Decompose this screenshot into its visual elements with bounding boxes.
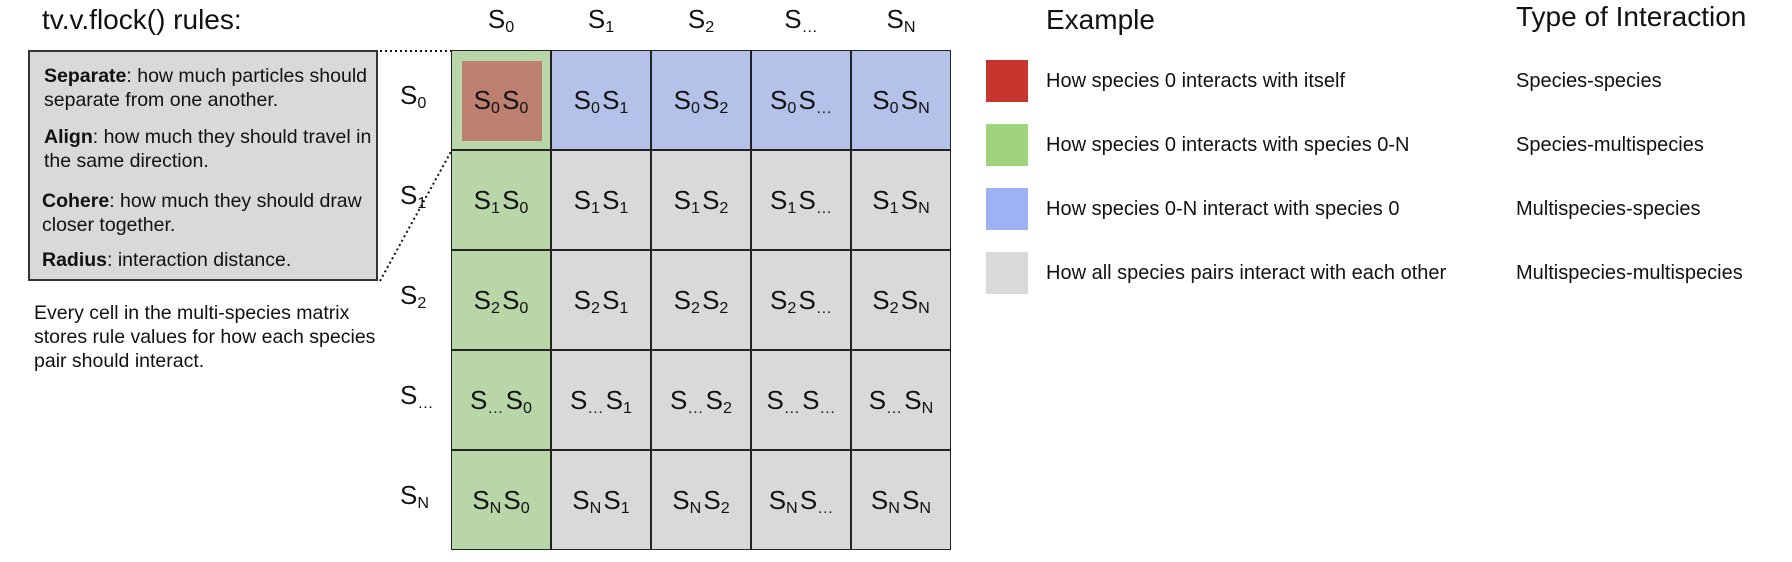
species-pair-label: S1 S2 bbox=[673, 184, 729, 217]
legend-swatch-green bbox=[986, 124, 1028, 166]
rule-name: Align bbox=[44, 126, 93, 148]
column-header-2: S2 bbox=[687, 4, 715, 37]
species-pair-label: S… SN bbox=[868, 384, 934, 417]
species-pair-label: S0 S2 bbox=[673, 84, 729, 117]
rule-name: Radius bbox=[42, 249, 108, 271]
matrix-cell-3-0: S… S0 bbox=[451, 350, 551, 450]
species-pair-label: S0 S1 bbox=[573, 84, 629, 117]
rules-box: Separate: how much particles should sepa… bbox=[28, 50, 378, 281]
row-header-0: S0 bbox=[400, 80, 427, 113]
species-matrix: S0 S0 S0 S1 S0 S2 S0 S… S0 SN S1 S0 S1 S1 S1 S2… bbox=[451, 50, 951, 550]
legend-item-text: How all species pairs interact with each… bbox=[1046, 262, 1447, 284]
matrix-cell-2-3: S2 S… bbox=[751, 250, 851, 350]
matrix-cell-4-0: SN S0 bbox=[451, 450, 551, 550]
legend-item-type: Species-species bbox=[1516, 70, 1662, 92]
matrix-cell-2-2: S2 S2 bbox=[651, 250, 751, 350]
species-pair-label: S0 S0 bbox=[473, 84, 529, 117]
matrix-cell-0-2: S0 S2 bbox=[651, 50, 751, 150]
species-pair-label: S2 S0 bbox=[473, 284, 529, 317]
matrix-cell-0-3: S0 S… bbox=[751, 50, 851, 150]
species-pair-label: SN S… bbox=[768, 484, 834, 517]
species-pair-label: SN S0 bbox=[472, 484, 530, 517]
matrix-cell-0-0: S0 S0 bbox=[451, 50, 551, 150]
row-header-1: S1 bbox=[400, 180, 427, 213]
matrix-cell-3-3: S… S… bbox=[751, 350, 851, 450]
legend-item-type: Species-multispecies bbox=[1516, 134, 1704, 156]
species-pair-label: SN SN bbox=[870, 484, 932, 517]
matrix-cell-0-1: S0 S1 bbox=[551, 50, 651, 150]
rule-radius: Radius: interaction distance. bbox=[42, 248, 377, 272]
row-header-4: SN bbox=[400, 480, 429, 513]
legend-swatch-gray bbox=[986, 252, 1028, 294]
species-pair-label: S… S2 bbox=[670, 384, 732, 417]
connector-bottom bbox=[379, 147, 454, 282]
matrix-cell-2-0: S2 S0 bbox=[451, 250, 551, 350]
legend-item-text: How species 0 interacts with species 0-N bbox=[1046, 134, 1410, 156]
species-pair-label: S1 S… bbox=[770, 184, 832, 217]
legend-swatch-red bbox=[986, 60, 1028, 102]
species-pair-label: S1 SN bbox=[872, 184, 930, 217]
legend-swatch-blue bbox=[986, 188, 1028, 230]
species-pair-label: S… S… bbox=[766, 384, 836, 417]
matrix-cell-1-4: S1 SN bbox=[851, 150, 951, 250]
species-pair-label: S… S1 bbox=[570, 384, 632, 417]
rule-align: Align: how much they should travel in th… bbox=[44, 125, 379, 173]
legend-item-text: How species 0 interacts with itself bbox=[1046, 70, 1346, 92]
matrix-cell-3-4: S… SN bbox=[851, 350, 951, 450]
matrix-cell-1-0: S1 S0 bbox=[451, 150, 551, 250]
species-pair-label: SN S2 bbox=[672, 484, 730, 517]
column-header-0: S0 bbox=[487, 4, 515, 37]
matrix-cell-2-4: S2 SN bbox=[851, 250, 951, 350]
rule-name: Separate bbox=[44, 65, 127, 87]
matrix-cell-1-3: S1 S… bbox=[751, 150, 851, 250]
rule-description: : how much they should travel in the sam… bbox=[44, 126, 372, 172]
page-title: tv.v.flock() rules: bbox=[42, 4, 242, 35]
legend-title: Example bbox=[1046, 4, 1155, 35]
rule-name: Cohere bbox=[42, 190, 110, 212]
matrix-cell-3-1: S… S1 bbox=[551, 350, 651, 450]
rule-separate: Separate: how much particles should sepa… bbox=[44, 64, 379, 112]
column-header-3: S… bbox=[784, 4, 818, 37]
species-pair-label: S0 S… bbox=[770, 84, 832, 117]
legend-item-type: Multispecies-species bbox=[1516, 198, 1701, 220]
species-pair-label: SN S1 bbox=[572, 484, 630, 517]
matrix-cell-4-2: SN S2 bbox=[651, 450, 751, 550]
type-title: Type of Interaction bbox=[1516, 1, 1747, 32]
rule-description: : interaction distance. bbox=[107, 249, 292, 271]
rule-description: : how much they should draw closer toget… bbox=[42, 190, 362, 236]
matrix-cell-4-3: SN S… bbox=[751, 450, 851, 550]
matrix-cell-1-2: S1 S2 bbox=[651, 150, 751, 250]
species-pair-label: S2 SN bbox=[872, 284, 930, 317]
species-pair-label: S0 SN bbox=[872, 84, 930, 117]
row-header-3: S… bbox=[400, 380, 434, 413]
legend-item-type: Multispecies-multispecies bbox=[1516, 262, 1743, 284]
rule-cohere: Cohere: how much they should draw closer… bbox=[42, 189, 377, 237]
matrix-cell-4-1: SN S1 bbox=[551, 450, 651, 550]
matrix-cell-4-4: SN SN bbox=[851, 450, 951, 550]
matrix-cell-2-1: S2 S1 bbox=[551, 250, 651, 350]
rule-description: : how much particles should separate fro… bbox=[44, 65, 368, 111]
self-interaction-highlight bbox=[462, 61, 542, 141]
column-header-4: SN bbox=[886, 4, 916, 37]
matrix-cell-1-1: S1 S1 bbox=[551, 150, 651, 250]
matrix-cell-0-4: S0 SN bbox=[851, 50, 951, 150]
column-header-1: S1 bbox=[587, 4, 615, 37]
species-pair-label: S1 S1 bbox=[573, 184, 629, 217]
row-header-2: S2 bbox=[400, 280, 427, 313]
species-pair-label: S… S0 bbox=[470, 384, 532, 417]
species-pair-label: S2 S1 bbox=[573, 284, 629, 317]
matrix-caption: Every cell in the multi-species matrix s… bbox=[34, 302, 376, 372]
species-pair-label: S2 S… bbox=[770, 284, 832, 317]
species-pair-label: S1 S0 bbox=[473, 184, 529, 217]
matrix-cell-3-2: S… S2 bbox=[651, 350, 751, 450]
species-pair-label: S2 S2 bbox=[673, 284, 729, 317]
legend-item-text: How species 0-N interact with species 0 bbox=[1046, 198, 1400, 220]
